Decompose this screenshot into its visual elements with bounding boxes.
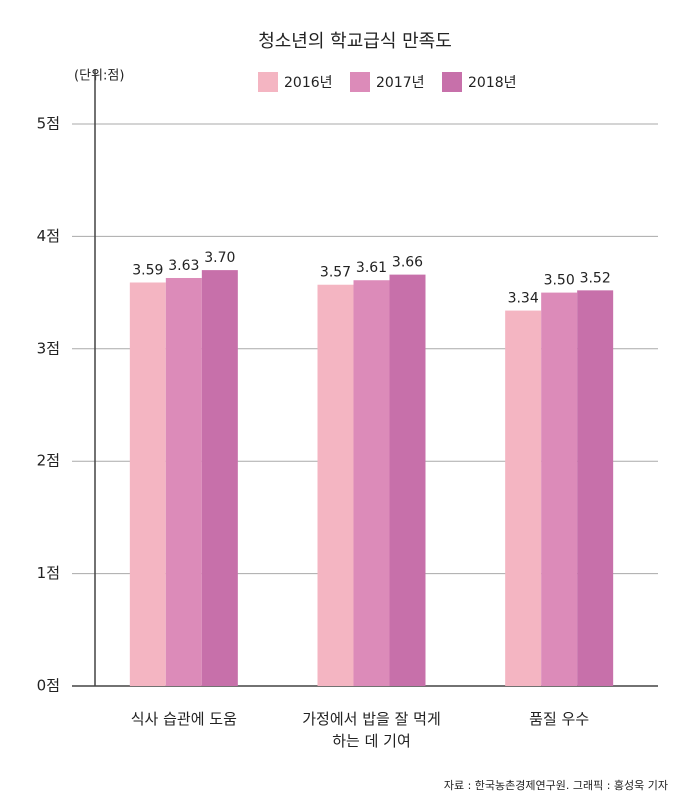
bar [165,277,202,686]
bar [129,282,166,686]
legend-label: 2017년 [376,75,425,91]
y-tick-label: 0점 [37,677,60,695]
bar [577,290,614,686]
y-tick-label: 1점 [37,564,60,582]
x-tick-label: 가정에서 밥을 잘 먹게 하는 데 기여 [302,710,441,750]
chart-title: 청소년의 학교급식 만족도 [258,31,452,52]
bar [353,280,390,686]
bar [389,274,426,686]
legend-label: 2016년 [284,75,333,91]
bar [201,270,238,686]
x-tick-label: 품질 우수 [529,710,590,728]
bar [317,284,354,686]
value-label: 3.66 [392,255,423,271]
bar [541,292,578,686]
value-label: 3.70 [204,250,235,266]
bar [505,310,542,686]
legend-swatch [350,72,370,92]
value-label: 3.63 [168,258,199,274]
legend-label: 2018년 [468,75,517,91]
y-tick-label: 2점 [37,452,60,470]
y-tick-label: 3점 [37,339,60,357]
value-label: 3.50 [544,273,575,289]
value-label: 3.52 [580,270,611,286]
value-label: 3.57 [320,265,351,281]
unit-label: (단위:점) [74,69,124,84]
value-label: 3.59 [132,262,163,278]
y-tick-label: 4점 [37,227,60,245]
source: 자료 : 한국농촌경제연구원. 그래픽 : 홍성욱 기자 [444,778,668,792]
x-tick-label: 식사 습관에 도움 [130,710,237,728]
legend-swatch [442,72,462,92]
y-tick-label: 5점 [37,115,60,133]
legend-swatch [258,72,278,92]
value-label: 3.34 [508,291,539,307]
value-label: 3.61 [356,260,387,276]
